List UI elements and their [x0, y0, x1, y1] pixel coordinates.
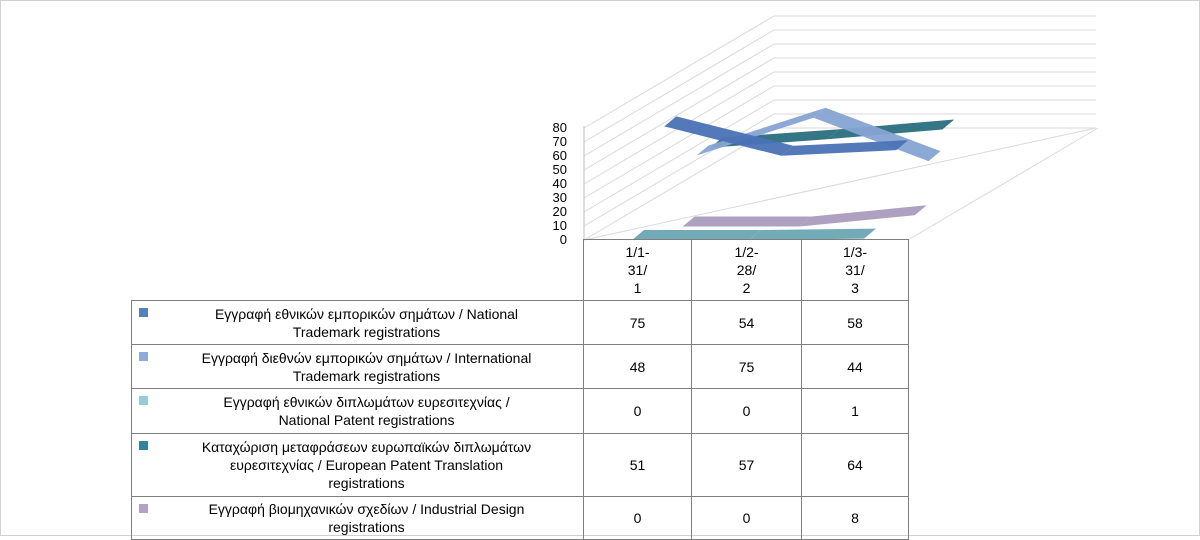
- value-cell: 51: [584, 434, 692, 497]
- series-name-line: registrations: [154, 518, 579, 536]
- category-header-cell: 1/2-28/2: [692, 240, 802, 301]
- category-label-line: 3: [806, 279, 904, 297]
- value-cell: 44: [802, 345, 909, 389]
- legend-swatch-icon: [139, 441, 148, 450]
- category-header-cell: 1/3-31/3: [802, 240, 909, 301]
- category-label-line: 2: [696, 279, 797, 297]
- category-label-line: 1: [588, 279, 687, 297]
- table-row: Εγγραφή διεθνών εμπορικών σημάτων / Inte…: [132, 345, 909, 389]
- gridline-depth: [584, 16, 774, 128]
- value-cell: 64: [802, 434, 909, 497]
- category-label-line: 1/2-: [696, 243, 797, 261]
- value-cell: 48: [584, 345, 692, 389]
- y-tick-label: 20: [553, 204, 567, 219]
- legend-swatch-icon: [139, 308, 148, 317]
- y-tick-label: 60: [553, 148, 567, 163]
- gridlines: [584, 16, 1096, 240]
- gridline-depth: [584, 114, 774, 226]
- series-legend-cell: Καταχώριση μεταφράσεων ευρωπαϊκών διπλωμ…: [132, 434, 584, 497]
- gridline-depth: [584, 100, 774, 212]
- table-row: Εγγραφή εθνικών διπλωμάτων ευρεσιτεχνίας…: [132, 389, 909, 434]
- series-name-line: Καταχώριση μεταφράσεων ευρωπαϊκών διπλωμ…: [154, 438, 579, 456]
- value-cell: 0: [692, 497, 802, 540]
- y-tick-label: 70: [553, 134, 567, 149]
- value-cell: 0: [584, 389, 692, 434]
- table-corner: [132, 240, 584, 301]
- table-row: Εγγραφή εθνικών εμπορικών σημάτων / Nati…: [132, 301, 909, 345]
- category-header-cell: 1/1-31/1: [584, 240, 692, 301]
- value-cell: 54: [692, 301, 802, 345]
- legend-swatch-icon: [139, 504, 148, 513]
- gridline-depth: [584, 58, 774, 170]
- series-legend-cell: Εγγραφή εθνικών εμπορικών σημάτων / Nati…: [132, 301, 584, 345]
- series-ribbon-segment: [683, 216, 812, 226]
- series-legend-cell: Εγγραφή διεθνών εμπορικών σημάτων / Inte…: [132, 345, 584, 389]
- category-label-line: 28/: [696, 261, 797, 279]
- y-tick-label: 30: [553, 190, 567, 205]
- category-label-line: 1/1-: [588, 243, 687, 261]
- series-name-line: registrations: [154, 474, 579, 492]
- legend-swatch-icon: [139, 352, 148, 361]
- value-cell: 58: [802, 301, 909, 345]
- y-tick-label: 80: [553, 120, 567, 135]
- series-name-line: National Patent registrations: [154, 411, 579, 429]
- series-name-line: ευρεσιτεχνίας / European Patent Translat…: [154, 456, 579, 474]
- value-cell: 0: [584, 497, 692, 540]
- value-cell: 1: [802, 389, 909, 434]
- series-name-line: Trademark registrations: [154, 367, 579, 385]
- category-label-line: 1/3-: [806, 243, 904, 261]
- y-tick-label: 40: [553, 176, 567, 191]
- category-label-line: 31/: [806, 261, 904, 279]
- value-cell: 8: [802, 497, 909, 540]
- value-cell: 0: [692, 389, 802, 434]
- floor-right-edge: [908, 128, 1098, 240]
- series-name-line: Εγγραφή εθνικών διπλωμάτων ευρεσιτεχνίας…: [154, 393, 579, 411]
- y-tick-label: 50: [553, 162, 567, 177]
- value-cell: 57: [692, 434, 802, 497]
- value-cell: 75: [584, 301, 692, 345]
- series-name-line: Εγγραφή διεθνών εμπορικών σημάτων / Inte…: [154, 349, 579, 367]
- value-cell: 75: [692, 345, 802, 389]
- table-row: Καταχώριση μεταφράσεων ευρωπαϊκών διπλωμ…: [132, 434, 909, 497]
- y-tick-label: 10: [553, 218, 567, 233]
- table-row: Εγγραφή βιομηχανικών σχεδίων / Industria…: [132, 497, 909, 540]
- category-label-line: 31/: [588, 261, 687, 279]
- series-name-line: Trademark registrations: [154, 323, 579, 341]
- series-name-line: Εγγραφή βιομηχανικών σχεδίων / Industria…: [154, 500, 579, 518]
- series-name-line: Εγγραφή εθνικών εμπορικών σημάτων / Nati…: [154, 305, 579, 323]
- series-ribbon-segment: [800, 205, 927, 226]
- series-legend-cell: Εγγραφή βιομηχανικών σχεδίων / Industria…: [132, 497, 584, 540]
- series-legend-cell: Εγγραφή εθνικών διπλωμάτων ευρεσιτεχνίας…: [132, 389, 584, 434]
- legend-swatch-icon: [139, 396, 148, 405]
- series-ribbon-segment: [781, 140, 908, 156]
